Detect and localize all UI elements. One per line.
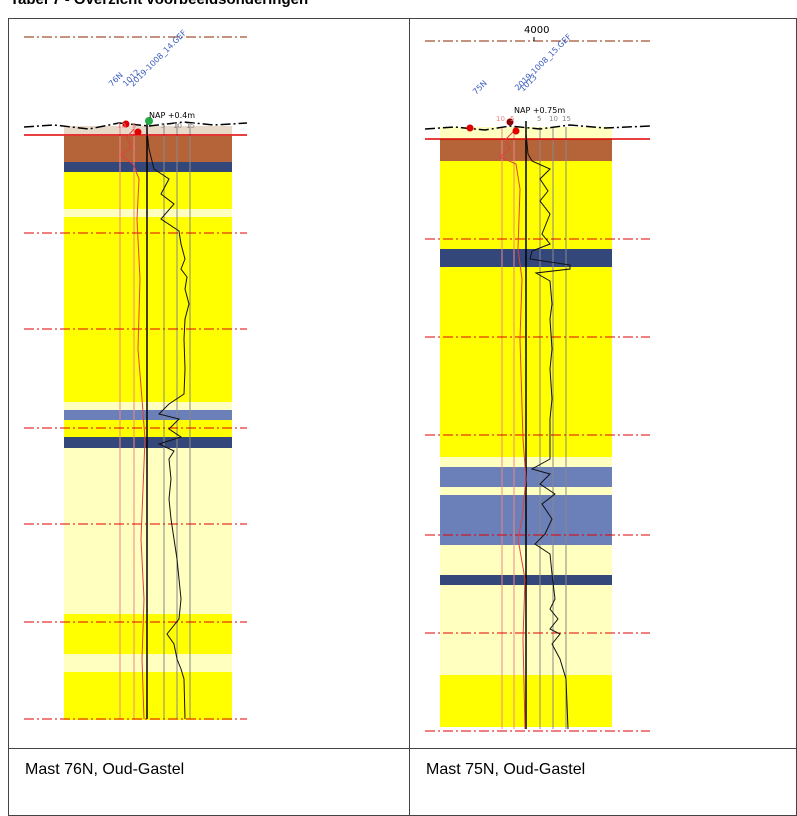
scale-tick-label: 15	[562, 115, 571, 123]
cpt-profile-75n: 4000	[424, 25, 651, 732]
cpt-marker	[512, 127, 520, 135]
peat-layer	[64, 410, 232, 420]
table-caption: Tabel 7 - Overzicht voorbeeldsonderingen	[10, 0, 308, 8]
scale-tick-label: 10	[117, 122, 126, 130]
peat-layer	[64, 437, 232, 448]
cpt-marker	[466, 124, 474, 132]
surface-line	[424, 124, 651, 131]
top-tick-label: 4000	[524, 25, 549, 36]
friction-ratio-curve	[499, 130, 527, 730]
scale-tick-label: 10	[496, 115, 505, 123]
cpt-id-label: 76N	[107, 71, 125, 89]
cpt-profile-76n: 76N 1012 2019-1008_14.GEF NAP +0.4m 10 5…	[23, 28, 248, 720]
caption-75n: Mast 75N, Oud-Gastel	[409, 748, 797, 816]
light-sand-band	[64, 209, 232, 217]
light-sand-layer	[64, 448, 232, 614]
friction-ratio-curve	[120, 128, 146, 720]
cone-resistance-curve	[146, 130, 190, 720]
scale-lines-right	[539, 127, 567, 729]
depth-reference-lines	[24, 232, 247, 720]
sand-layer	[64, 672, 232, 720]
topsoil-layer	[64, 126, 232, 136]
light-sand-band	[64, 654, 232, 672]
scale-tick-label: 10	[549, 115, 558, 123]
light-sand-band	[64, 402, 232, 410]
depth-reference-lines	[425, 238, 650, 732]
level-label: NAP +0.4m	[149, 111, 195, 120]
cpt-figure-76n: 76N 1012 2019-1008_14.GEF NAP +0.4m 10 5…	[8, 18, 410, 749]
scale-tick-label: 15	[186, 122, 195, 130]
cpt-figure-75n: 4000	[409, 18, 797, 749]
caption-76n: Mast 76N, Oud-Gastel	[8, 748, 410, 816]
scale-tick-label: 5	[132, 122, 136, 130]
scale-tick-label: 5	[161, 122, 165, 130]
level-label: NAP +0.75m	[514, 106, 565, 115]
scale-tick-label: 10	[173, 122, 182, 130]
peat-layer	[64, 162, 232, 172]
cpt-marker	[122, 120, 130, 128]
cpt-overview-table: 76N 1012 2019-1008_14.GEF NAP +0.4m 10 5…	[8, 18, 797, 816]
scale-tick-label: 5	[537, 115, 541, 123]
scale-lines-left	[501, 127, 515, 729]
cone-resistance-curve	[525, 132, 571, 730]
sand-layer	[64, 172, 232, 402]
sand-layer	[64, 614, 232, 654]
cpt-marker	[134, 128, 142, 136]
scale-lines-left	[119, 124, 135, 719]
surface-line	[23, 121, 248, 130]
cpt-id-label: 75N	[471, 79, 489, 97]
cpt-marker	[145, 117, 153, 125]
cpt-marker	[506, 118, 514, 126]
scale-tick-label: 5	[510, 115, 514, 123]
